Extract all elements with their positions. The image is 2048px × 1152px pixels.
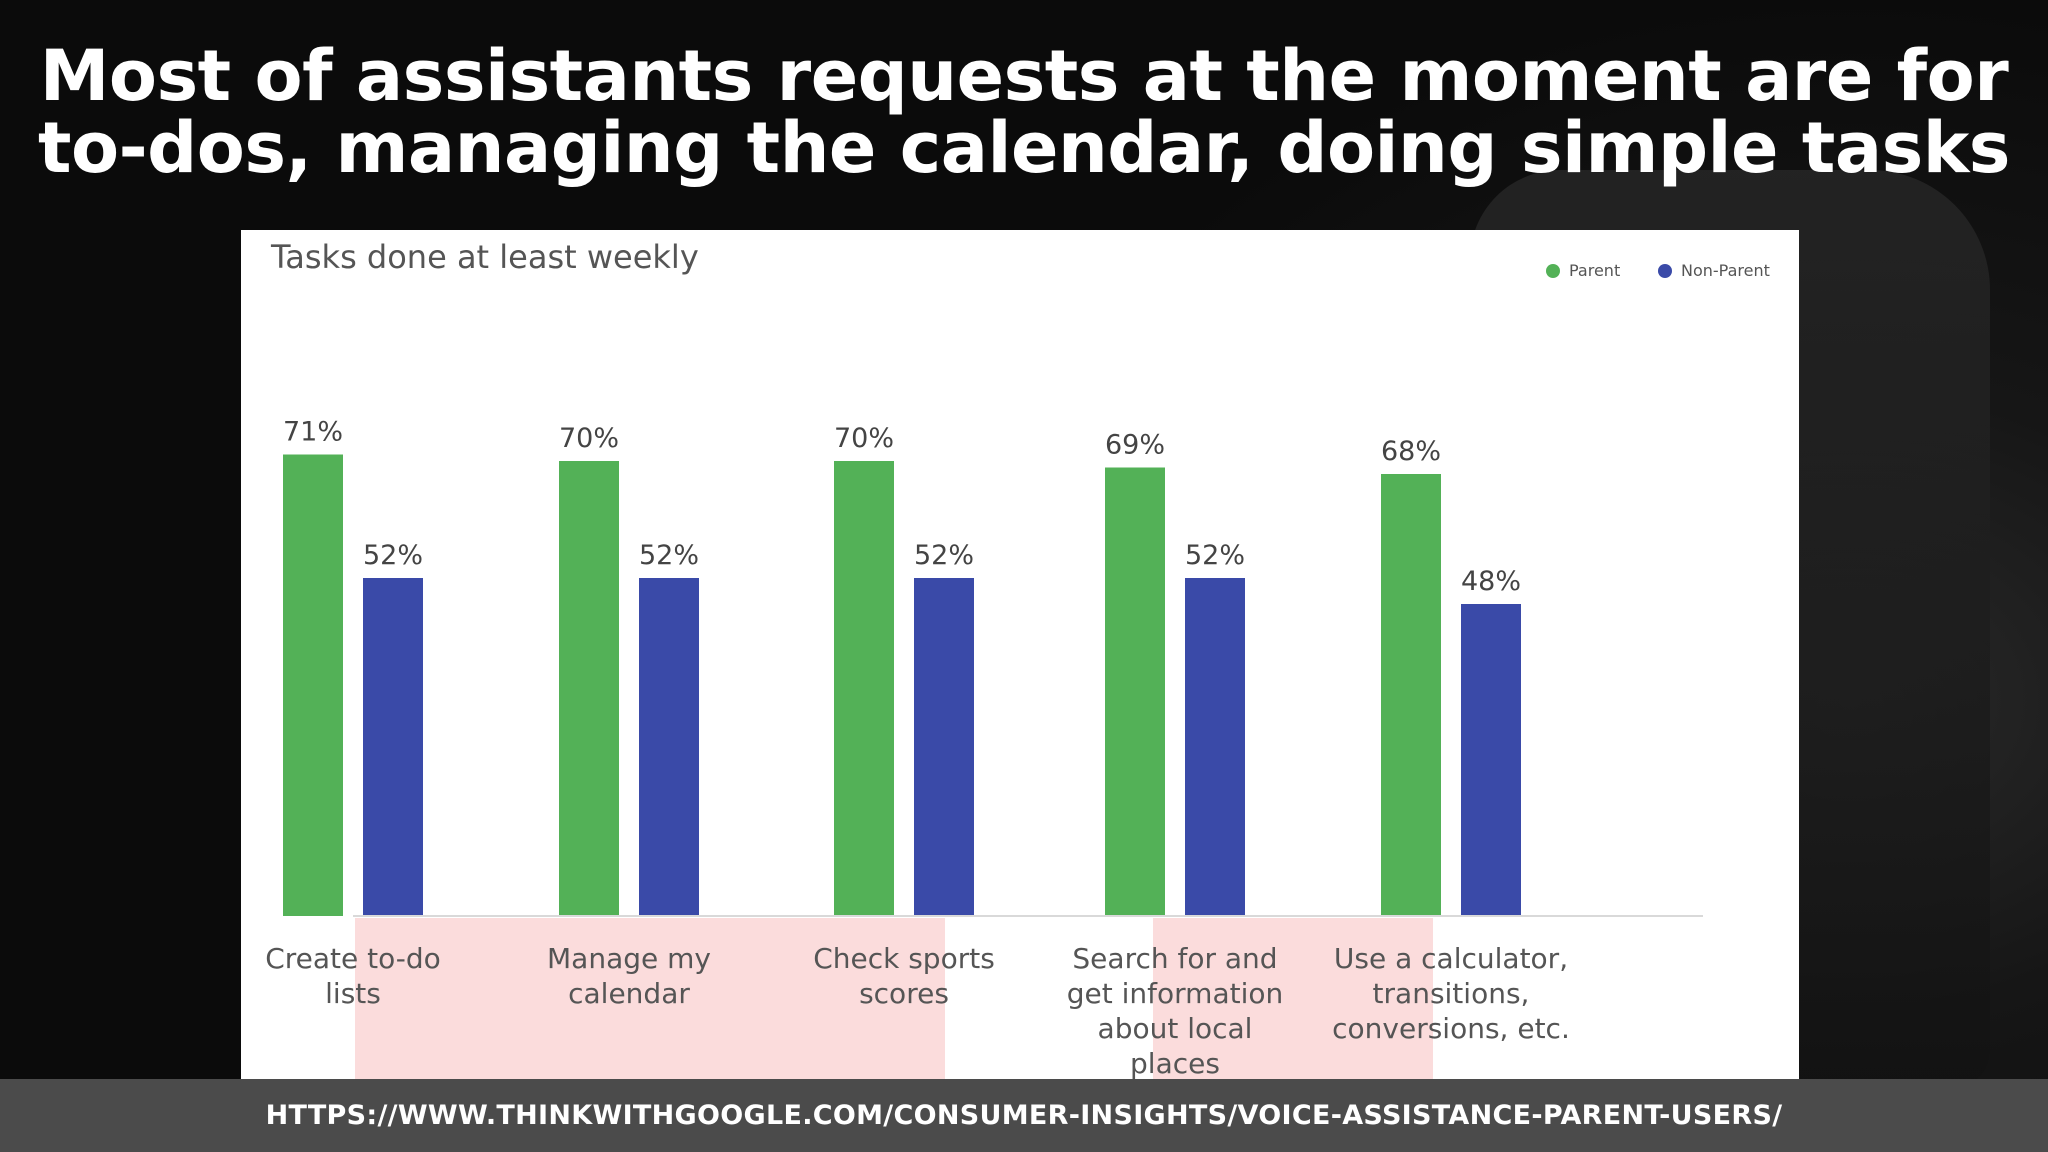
data-label-parent-4: 68% [1381,436,1441,467]
category-label-3-line-3: places [1130,1047,1220,1079]
legend-marker-0 [1546,264,1560,278]
slide-title: Most of assistants requests at the momen… [0,40,2048,184]
bar-non-parent-0 [363,578,423,916]
data-label-parent-2: 70% [834,423,894,454]
slide-title-line-2: to-dos, managing the calendar, doing sim… [38,107,2010,189]
data-label-non-parent-1: 52% [639,540,699,571]
bar-parent-4 [1381,474,1441,916]
category-highlight-band [1153,918,1433,1079]
chart-panel: Tasks done at least weekly Parent Non-Pare… [241,230,1799,1079]
source-bar: HTTPS://WWW.THINKWITHGOOGLE.COM/CONSUMER… [0,1079,2048,1152]
category-label-1-line-1: calendar [568,977,690,1010]
bar-parent-3 [1105,467,1165,916]
category-label-0-line-1: lists [325,977,381,1010]
data-label-non-parent-4: 48% [1461,566,1521,597]
slide-title-line-1: Most of assistants requests at the momen… [39,35,2009,117]
category-label-4-line-0: Use a calculator, [1334,942,1568,975]
data-label-non-parent-3: 52% [1185,540,1245,571]
data-label-non-parent-0: 52% [363,540,423,571]
bar-chart: Tasks done at least weekly Parent Non-Pare… [265,238,1770,1079]
category-label-3-line-0: Search for and [1072,942,1277,975]
legend-marker-1 [1658,264,1672,278]
source-url: HTTPS://WWW.THINKWITHGOOGLE.COM/CONSUMER… [265,1100,1783,1131]
category-label-1-line-0: Manage my [547,942,711,975]
category-label-3-line-2: about local [1098,1012,1253,1045]
category-label-2-line-1: scores [859,977,949,1010]
category-highlight-band [355,918,945,1079]
bar-parent-1 [559,461,619,916]
bar-non-parent-4 [1461,604,1521,916]
data-label-parent-3: 69% [1105,430,1165,461]
category-label-3-line-1: get information [1067,977,1283,1010]
legend-label-1: Non-Parent [1681,261,1770,280]
bar-non-parent-3 [1185,578,1245,916]
category-label-0-line-0: Create to-do [265,942,441,975]
bar-non-parent-2 [914,578,974,916]
bar-parent-2 [834,461,894,916]
bar-non-parent-1 [639,578,699,916]
data-label-non-parent-2: 52% [914,540,974,571]
category-label-4-line-1: transitions, [1373,977,1530,1010]
chart-title: Tasks done at least weekly [270,238,699,276]
data-label-parent-1: 70% [559,423,619,454]
bar-parent-0 [283,454,343,916]
category-label-4-line-2: conversions, etc. [1332,1012,1570,1045]
category-label-2-line-0: Check sports [813,942,995,975]
data-label-parent-0: 71% [283,417,343,448]
legend-label-0: Parent [1569,261,1620,280]
